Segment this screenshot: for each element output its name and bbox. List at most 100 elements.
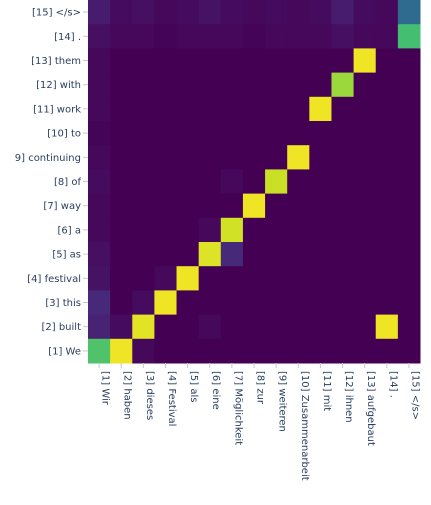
- heatmap-cell: [154, 242, 178, 267]
- heatmap-cell: [331, 0, 355, 25]
- heatmap-cell: [397, 217, 421, 243]
- x-tick-label: [10] Zusammenarbeit: [299, 371, 310, 481]
- heatmap-cell: [154, 48, 178, 74]
- heatmap-cell: [375, 242, 399, 267]
- heatmap-cell: [88, 290, 111, 316]
- heatmap-cell: [242, 24, 266, 49]
- heatmap-cell: [88, 72, 111, 98]
- y-tick-label: [7] way: [43, 201, 81, 212]
- heatmap-cell: [309, 193, 332, 219]
- heatmap-cell: [198, 169, 222, 195]
- heatmap-cell: [242, 266, 266, 291]
- heatmap-cell: [198, 217, 222, 243]
- heatmap-cell: [110, 145, 133, 170]
- heatmap-cell: [353, 145, 377, 170]
- heatmap-cell: [397, 48, 421, 74]
- heatmap-cell: [265, 338, 288, 364]
- y-tick-label: [12] with: [36, 80, 81, 91]
- heatmap-cell: [287, 169, 310, 195]
- heatmap-cell: [287, 0, 310, 25]
- heatmap-cell: [287, 314, 310, 340]
- heatmap-cell: [375, 24, 399, 49]
- heatmap-cell: [353, 0, 377, 25]
- heatmap-cell: [154, 72, 178, 98]
- heatmap-cell: [309, 48, 332, 74]
- heatmap-cell: [220, 217, 244, 243]
- x-tick-label: [14] .: [387, 371, 398, 398]
- heatmap-cell: [220, 96, 244, 122]
- y-tick-label: [6] a: [58, 225, 81, 236]
- heatmap-cell: [265, 217, 288, 243]
- heatmap-cell: [309, 290, 332, 316]
- heatmap-cell: [198, 121, 222, 146]
- y-tick-label: [11] work: [33, 104, 81, 115]
- heatmap-cell: [353, 48, 377, 74]
- heatmap-cell: [287, 338, 310, 364]
- heatmap-cell: [220, 193, 244, 219]
- x-tick-label: [7] Möglichkeit: [232, 371, 243, 445]
- heatmap-cell: [220, 242, 244, 267]
- heatmap-cell: [176, 145, 200, 170]
- heatmap-cell: [176, 338, 200, 364]
- heatmap-cell: [110, 0, 133, 25]
- heatmap-cell: [242, 169, 266, 195]
- heatmap-cell: [265, 290, 288, 316]
- heatmap-cell: [353, 266, 377, 291]
- heatmap-cell: [309, 121, 332, 146]
- heatmap-cell: [331, 169, 355, 195]
- heatmap-cell: [353, 193, 377, 219]
- heatmap-cell: [375, 145, 399, 170]
- heatmap-cell: [88, 96, 111, 122]
- heatmap-cell: [353, 169, 377, 195]
- heatmap-cell: [242, 193, 266, 219]
- y-tick-label: [13] them: [31, 56, 81, 67]
- heatmap-cell: [220, 314, 244, 340]
- heatmap-cell: [309, 266, 332, 291]
- heatmap-cell: [132, 266, 155, 291]
- heatmap-cell: [287, 96, 310, 122]
- heatmap-cell: [88, 145, 111, 170]
- heatmap-cell: [353, 338, 377, 364]
- heatmap-cell: [132, 72, 155, 98]
- heatmap-cell: [375, 48, 399, 74]
- heatmap-cell: [220, 0, 244, 25]
- heatmap-cell: [353, 242, 377, 267]
- heatmap-cell: [242, 0, 266, 25]
- heatmap-cell: [132, 169, 155, 195]
- heatmap-cell: [309, 338, 332, 364]
- heatmap-cell: [132, 145, 155, 170]
- heatmap-cell: [375, 314, 399, 340]
- heatmap-cell: [88, 0, 111, 25]
- heatmap-cell: [331, 96, 355, 122]
- heatmap-cell: [265, 242, 288, 267]
- x-tick-label: [4] Festival: [166, 371, 177, 426]
- heatmap-cell: [375, 338, 399, 364]
- heatmap-cell: [287, 217, 310, 243]
- heatmap-cell: [287, 290, 310, 316]
- heatmap-cell: [309, 72, 332, 98]
- heatmap-cell: [353, 24, 377, 49]
- heatmap-cell: [198, 72, 222, 98]
- heatmap-cell: [375, 72, 399, 98]
- heatmap-cell: [397, 338, 421, 364]
- y-tick-label: [3] this: [45, 298, 81, 309]
- heatmap-cell: [265, 24, 288, 49]
- heatmap-cell: [309, 0, 332, 25]
- y-tick-label: [1] We: [48, 346, 81, 357]
- heatmap-cell: [265, 169, 288, 195]
- heatmap-cell: [331, 72, 355, 98]
- heatmap-cell: [132, 24, 155, 49]
- heatmap-cell: [331, 266, 355, 291]
- heatmap-cell: [242, 48, 266, 74]
- heatmap-cell: [176, 217, 200, 243]
- y-tick-label: 9] continuing: [15, 153, 81, 164]
- heatmap-cell: [154, 121, 178, 146]
- heatmap-cell: [309, 242, 332, 267]
- y-tick-label: [2] built: [41, 322, 81, 333]
- heatmap-cell: [220, 290, 244, 316]
- heatmap-cell: [176, 72, 200, 98]
- heatmap-cell: [110, 169, 133, 195]
- heatmap-cell: [132, 121, 155, 146]
